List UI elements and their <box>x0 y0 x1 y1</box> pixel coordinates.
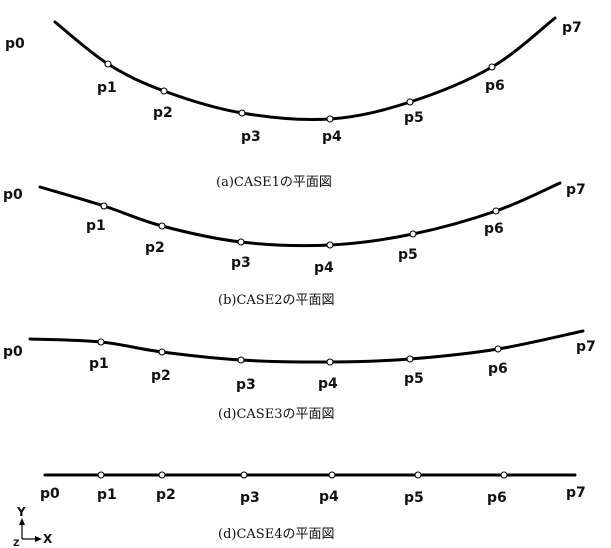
point-label-p7: p7 <box>566 485 586 501</box>
point-label-p0: p0 <box>3 187 23 203</box>
node-marker-p3 <box>237 238 245 246</box>
panel-case1: p0 p1 p2 p3 p4 p5 p6 p7 (a)CASE1の平面図 <box>5 16 582 190</box>
point-label-p4: p4 <box>319 489 339 505</box>
point-label-p5: p5 <box>404 110 424 126</box>
node-marker-p5 <box>406 355 414 363</box>
panel-case3: p0 p1 p2 p3 p4 p5 p6 p7 (d)CASE3の平面図 <box>3 329 596 422</box>
node-marker-p3 <box>240 471 248 479</box>
node-marker-p2 <box>158 222 166 230</box>
node-marker-p4 <box>326 241 334 249</box>
point-label-p1: p1 <box>97 80 117 96</box>
panel-caption: (d)CASE3の平面図 <box>218 407 334 422</box>
node-marker-p4 <box>326 115 334 123</box>
y-axis-label: Y <box>16 505 26 519</box>
point-label-p5: p5 <box>398 247 418 263</box>
point-label-p5: p5 <box>404 490 424 506</box>
point-label-p4: p4 <box>314 260 334 276</box>
point-label-p0: p0 <box>3 344 23 360</box>
node-marker-p5 <box>409 230 417 238</box>
panel-case4: p0 p1 p2 p3 p4 p5 p6 p7 (d)CASE4の平面図 <box>40 471 586 542</box>
point-label-p3: p3 <box>236 377 256 393</box>
panel-caption: (a)CASE1の平面図 <box>216 175 332 190</box>
panel-case2: p0 p1 p2 p3 p4 p5 p6 p7 (b)CASE2の平面図 <box>3 181 586 308</box>
node-marker-p3 <box>238 109 246 117</box>
point-label-p3: p3 <box>231 255 251 271</box>
point-label-p3: p3 <box>241 129 261 145</box>
point-label-p7: p7 <box>576 339 596 355</box>
node-marker-p4 <box>328 471 336 479</box>
axis-indicator: Y X Z <box>13 505 53 548</box>
point-label-p2: p2 <box>145 240 165 256</box>
panel-caption: (b)CASE2の平面図 <box>218 293 334 308</box>
node-marker-p6 <box>500 471 508 479</box>
node-marker-p1 <box>97 471 105 479</box>
point-label-p4: p4 <box>318 376 338 392</box>
point-label-p4: p4 <box>322 129 342 145</box>
point-label-p2: p2 <box>156 487 176 503</box>
point-label-p6: p6 <box>487 490 507 506</box>
node-marker-p6 <box>488 63 496 71</box>
point-label-p1: p1 <box>89 356 109 372</box>
point-label-p1: p1 <box>97 487 117 503</box>
node-marker-p1 <box>97 338 105 346</box>
node-marker-p6 <box>492 207 500 215</box>
node-marker-p1 <box>104 60 112 68</box>
point-label-p2: p2 <box>153 105 173 121</box>
point-label-p0: p0 <box>5 36 25 52</box>
point-label-p6: p6 <box>484 221 504 237</box>
node-marker-p2 <box>158 471 166 479</box>
point-label-p2: p2 <box>151 368 171 384</box>
node-marker-p5 <box>406 98 414 106</box>
node-marker-p1 <box>100 202 108 210</box>
x-axis-label: X <box>43 532 53 546</box>
point-label-p1: p1 <box>86 218 106 234</box>
point-label-p6: p6 <box>485 78 505 94</box>
point-label-p0: p0 <box>40 486 60 502</box>
point-label-p5: p5 <box>404 371 424 387</box>
z-axis-label: Z <box>13 539 20 548</box>
node-marker-p5 <box>414 471 422 479</box>
node-marker-p2 <box>158 348 166 356</box>
plan-curve <box>53 16 557 122</box>
point-label-p7: p7 <box>562 20 582 36</box>
point-label-p3: p3 <box>240 490 260 506</box>
node-marker-p6 <box>494 345 502 353</box>
point-label-p7: p7 <box>566 182 586 198</box>
plan-curve <box>38 181 562 248</box>
node-marker-p4 <box>326 358 334 366</box>
panel-caption: (d)CASE4の平面図 <box>218 527 334 542</box>
point-label-p6: p6 <box>488 361 508 377</box>
node-marker-p2 <box>160 87 168 95</box>
node-marker-p3 <box>237 356 245 364</box>
